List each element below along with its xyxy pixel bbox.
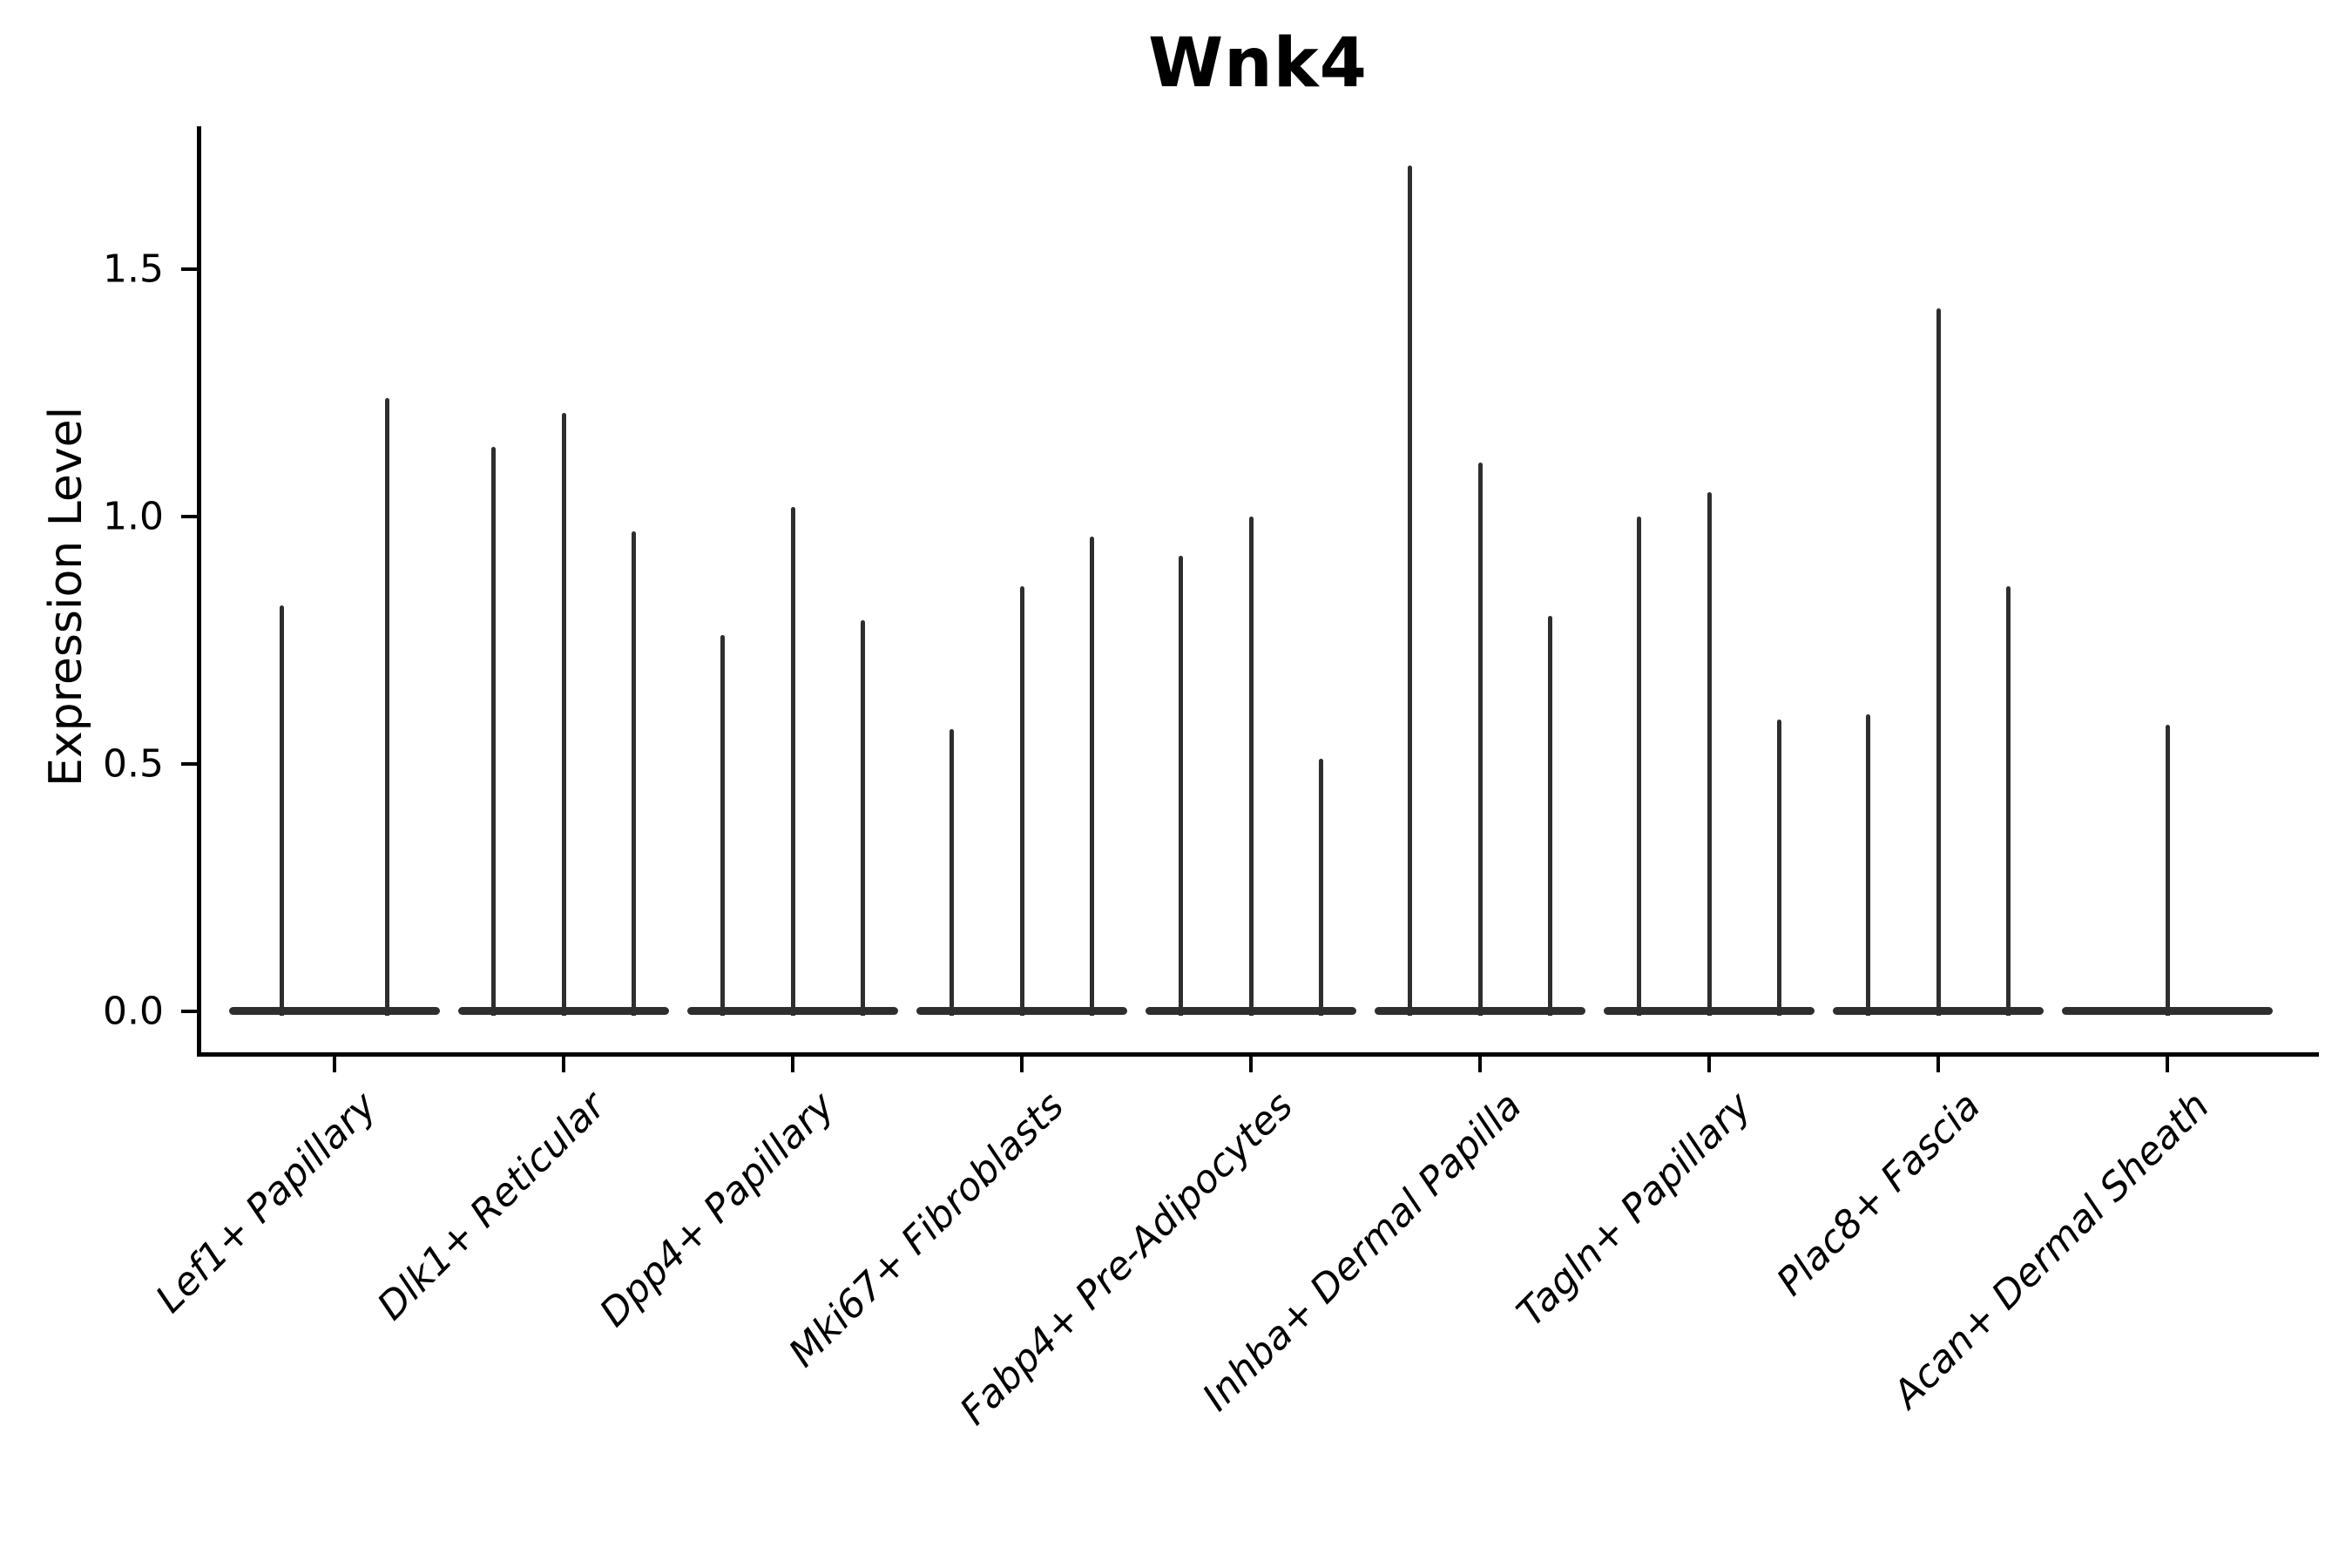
x-tick-label: Plac8+ Fascia bbox=[1767, 1084, 1990, 1305]
violin-spike bbox=[385, 397, 389, 1016]
violin-spike bbox=[1248, 517, 1254, 1016]
violin-spike bbox=[1777, 719, 1782, 1016]
violin-spike bbox=[1707, 491, 1712, 1016]
x-tick bbox=[2166, 1057, 2169, 1072]
violin-spike bbox=[1636, 517, 1641, 1016]
violin-spike bbox=[280, 605, 284, 1016]
violin-spike bbox=[1178, 556, 1183, 1016]
violin-spike bbox=[1090, 536, 1095, 1016]
y-tick bbox=[181, 267, 197, 271]
violin-base bbox=[229, 1007, 440, 1015]
y-tick bbox=[181, 1010, 197, 1013]
violin-spike bbox=[861, 620, 866, 1016]
violin-spike bbox=[561, 412, 566, 1016]
x-tick-label: Tagln+ Papillary bbox=[1508, 1084, 1761, 1335]
y-tick bbox=[181, 515, 197, 518]
x-axis-spine bbox=[197, 1052, 2319, 1057]
x-tick bbox=[1249, 1057, 1253, 1072]
violin-spike bbox=[1548, 615, 1553, 1016]
x-tick bbox=[333, 1057, 336, 1072]
violin-spike bbox=[1865, 714, 1870, 1016]
x-tick-label: Dlk1+ Reticular bbox=[368, 1084, 615, 1329]
violin-spike bbox=[2006, 585, 2011, 1016]
x-tick-label: Dpp4+ Papillary bbox=[591, 1084, 844, 1336]
violin-spike bbox=[2165, 724, 2170, 1016]
violin-spike bbox=[1477, 462, 1483, 1016]
chart-title: Wnk4 bbox=[1148, 24, 1368, 103]
violin-spike bbox=[632, 531, 637, 1016]
violin-spike bbox=[1319, 759, 1324, 1016]
violin-spike bbox=[720, 635, 725, 1016]
y-tick bbox=[181, 762, 197, 766]
violin-spike bbox=[1407, 165, 1412, 1016]
y-axis-label: Expression Level bbox=[40, 406, 92, 787]
x-tick bbox=[791, 1057, 794, 1072]
x-tick-label: Lef1+ Papillary bbox=[147, 1084, 386, 1322]
y-tick-label: 1.0 bbox=[103, 494, 164, 539]
violin-spike bbox=[949, 729, 954, 1016]
x-tick bbox=[1020, 1057, 1024, 1072]
x-tick bbox=[1936, 1057, 1940, 1072]
violin-spike bbox=[790, 506, 795, 1016]
violin-spike bbox=[490, 447, 496, 1016]
x-tick bbox=[1478, 1057, 1482, 1072]
y-tick-label: 0.5 bbox=[103, 741, 164, 787]
violin-spike bbox=[1019, 585, 1024, 1016]
y-tick-label: 1.5 bbox=[103, 247, 164, 292]
y-tick-label: 0.0 bbox=[103, 989, 164, 1034]
violin-spike bbox=[1936, 308, 1941, 1016]
x-tick bbox=[562, 1057, 565, 1072]
y-axis-spine bbox=[197, 126, 201, 1057]
x-tick bbox=[1707, 1057, 1711, 1072]
